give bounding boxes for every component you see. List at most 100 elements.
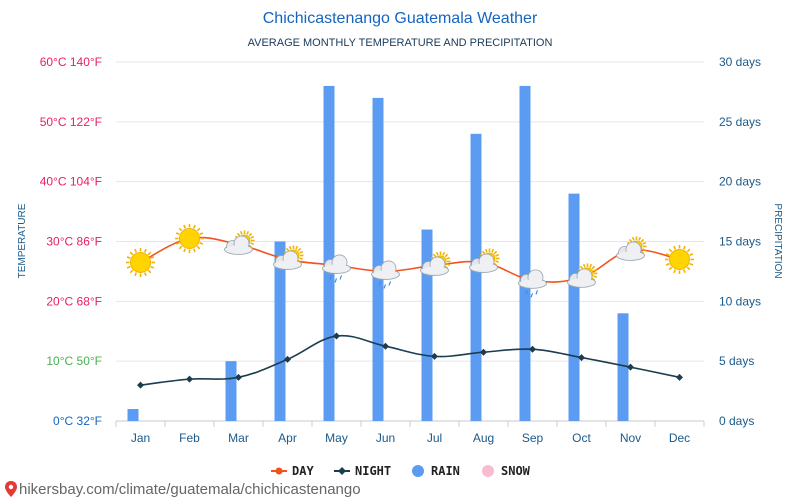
rain-drops [525, 290, 539, 298]
sun-ray [196, 227, 201, 232]
sun-ray [196, 245, 201, 250]
y-tick-label-right: 30 days [719, 55, 761, 69]
sun-ray [682, 269, 686, 274]
night-temperature-line [140, 334, 680, 386]
sun-ray [183, 248, 187, 253]
sun-ray [129, 251, 134, 256]
sun-ray [297, 247, 302, 252]
rain-drop [530, 293, 534, 298]
day-temperature-line [140, 236, 680, 283]
sun-ray [192, 248, 196, 253]
y-tick-label-right: 15 days [719, 235, 761, 249]
cloud-shape [469, 253, 498, 273]
sun-ray [239, 230, 243, 235]
legend-night-label: NIGHT [355, 464, 391, 478]
rain-bar [470, 133, 482, 422]
sun-ray [178, 227, 183, 232]
footer-url[interactable]: hikersbay.com/climate/guatemala/chichica… [19, 481, 361, 498]
legend-item-snow[interactable]: SNOW [482, 464, 531, 478]
y-tick-label-right: 5 days [719, 354, 754, 368]
rain-bar [372, 97, 384, 422]
footer-link[interactable]: hikersbay.com/climate/guatemala/chichica… [5, 481, 361, 498]
sun-cloud-icon [469, 248, 500, 273]
sun-ray [435, 251, 439, 256]
legend-item-night[interactable]: NIGHT [334, 464, 391, 478]
sun-ray [236, 232, 241, 237]
sun-ray [593, 268, 598, 272]
rain-bar [274, 241, 286, 421]
y-tick-label-right: 20 days [719, 175, 761, 189]
sun-ray [493, 250, 498, 255]
sun-disc [179, 228, 200, 250]
sun-ray [682, 245, 686, 250]
night-point [235, 373, 242, 381]
night-point [676, 373, 683, 381]
sun-ray [673, 245, 677, 250]
sun-ray [134, 272, 138, 277]
night-point [333, 332, 340, 340]
sun-ray [126, 265, 131, 269]
sun-ray [665, 262, 670, 266]
x-tick-label: Oct [572, 431, 591, 445]
legend-night-marker [338, 467, 346, 475]
rain-drops [329, 275, 343, 283]
rain-bar [225, 361, 237, 421]
sun-cloud-icon [420, 251, 451, 276]
y-tick-label-right: 0 days [719, 414, 754, 428]
sun-disc [669, 248, 690, 270]
y-tick-label-right: 25 days [719, 115, 761, 129]
rain-drop [525, 290, 529, 295]
rain-bar [323, 85, 335, 421]
x-tick-label: Aug [473, 431, 494, 445]
sun-ray [665, 253, 670, 256]
rain-bar [568, 193, 580, 421]
sun-ray [248, 232, 253, 237]
sun-cloud-icon [616, 236, 647, 261]
sun-ray [175, 232, 180, 236]
sun-ray [299, 250, 304, 254]
cloud-shape [616, 241, 645, 261]
sun-ray [143, 248, 147, 253]
x-tick-label: Mar [228, 431, 249, 445]
x-tick-label: Jan [131, 431, 150, 445]
x-tick-label: Jun [376, 431, 395, 445]
night-point [578, 354, 585, 362]
rain-drop [383, 284, 387, 289]
sun-ray [495, 260, 500, 264]
sun-ray [484, 248, 488, 253]
sun-ray [147, 269, 152, 274]
rain-drop [334, 278, 338, 283]
sun-ray [192, 224, 196, 229]
sun-ray [673, 269, 677, 274]
y-axis-label-left: TEMPERATURE [17, 203, 28, 278]
sun-ray [640, 238, 645, 243]
rain-bar [617, 313, 629, 421]
legend-rain-marker [412, 465, 424, 477]
sun-rays [665, 244, 694, 274]
x-tick-label: Jul [427, 431, 442, 445]
sun-cloud-icon [273, 245, 304, 270]
sun-ray [134, 248, 138, 253]
x-tick-label: May [325, 431, 348, 445]
chart-title: Chichicastenango Guatemala Weather [263, 10, 538, 27]
y-tick-label-left: 40°C 104°F [40, 175, 102, 189]
cloud-rain-icon [371, 260, 400, 289]
sun-ray [593, 275, 598, 278]
sun-cloud-icon [567, 263, 598, 288]
legend-item-day[interactable]: DAY [271, 464, 314, 478]
chart-subtitle: AVERAGE MONTHLY TEMPERATURE AND PRECIPIT… [248, 37, 553, 49]
legend-item-rain[interactable]: RAIN [412, 464, 460, 478]
cloud-shape [322, 254, 351, 274]
sun-ray [250, 242, 255, 246]
sun-ray [446, 256, 451, 260]
sun-ray [642, 248, 647, 252]
sun-ray [183, 224, 187, 229]
x-tick-label: Nov [620, 431, 641, 445]
sun-ray [199, 241, 204, 245]
sun-icon [665, 244, 694, 274]
sun-ray [147, 251, 152, 256]
x-tick-label: Dec [669, 431, 690, 445]
legend: DAY NIGHT RAIN SNOW [271, 464, 531, 478]
x-tick-label: Sep [522, 431, 544, 445]
